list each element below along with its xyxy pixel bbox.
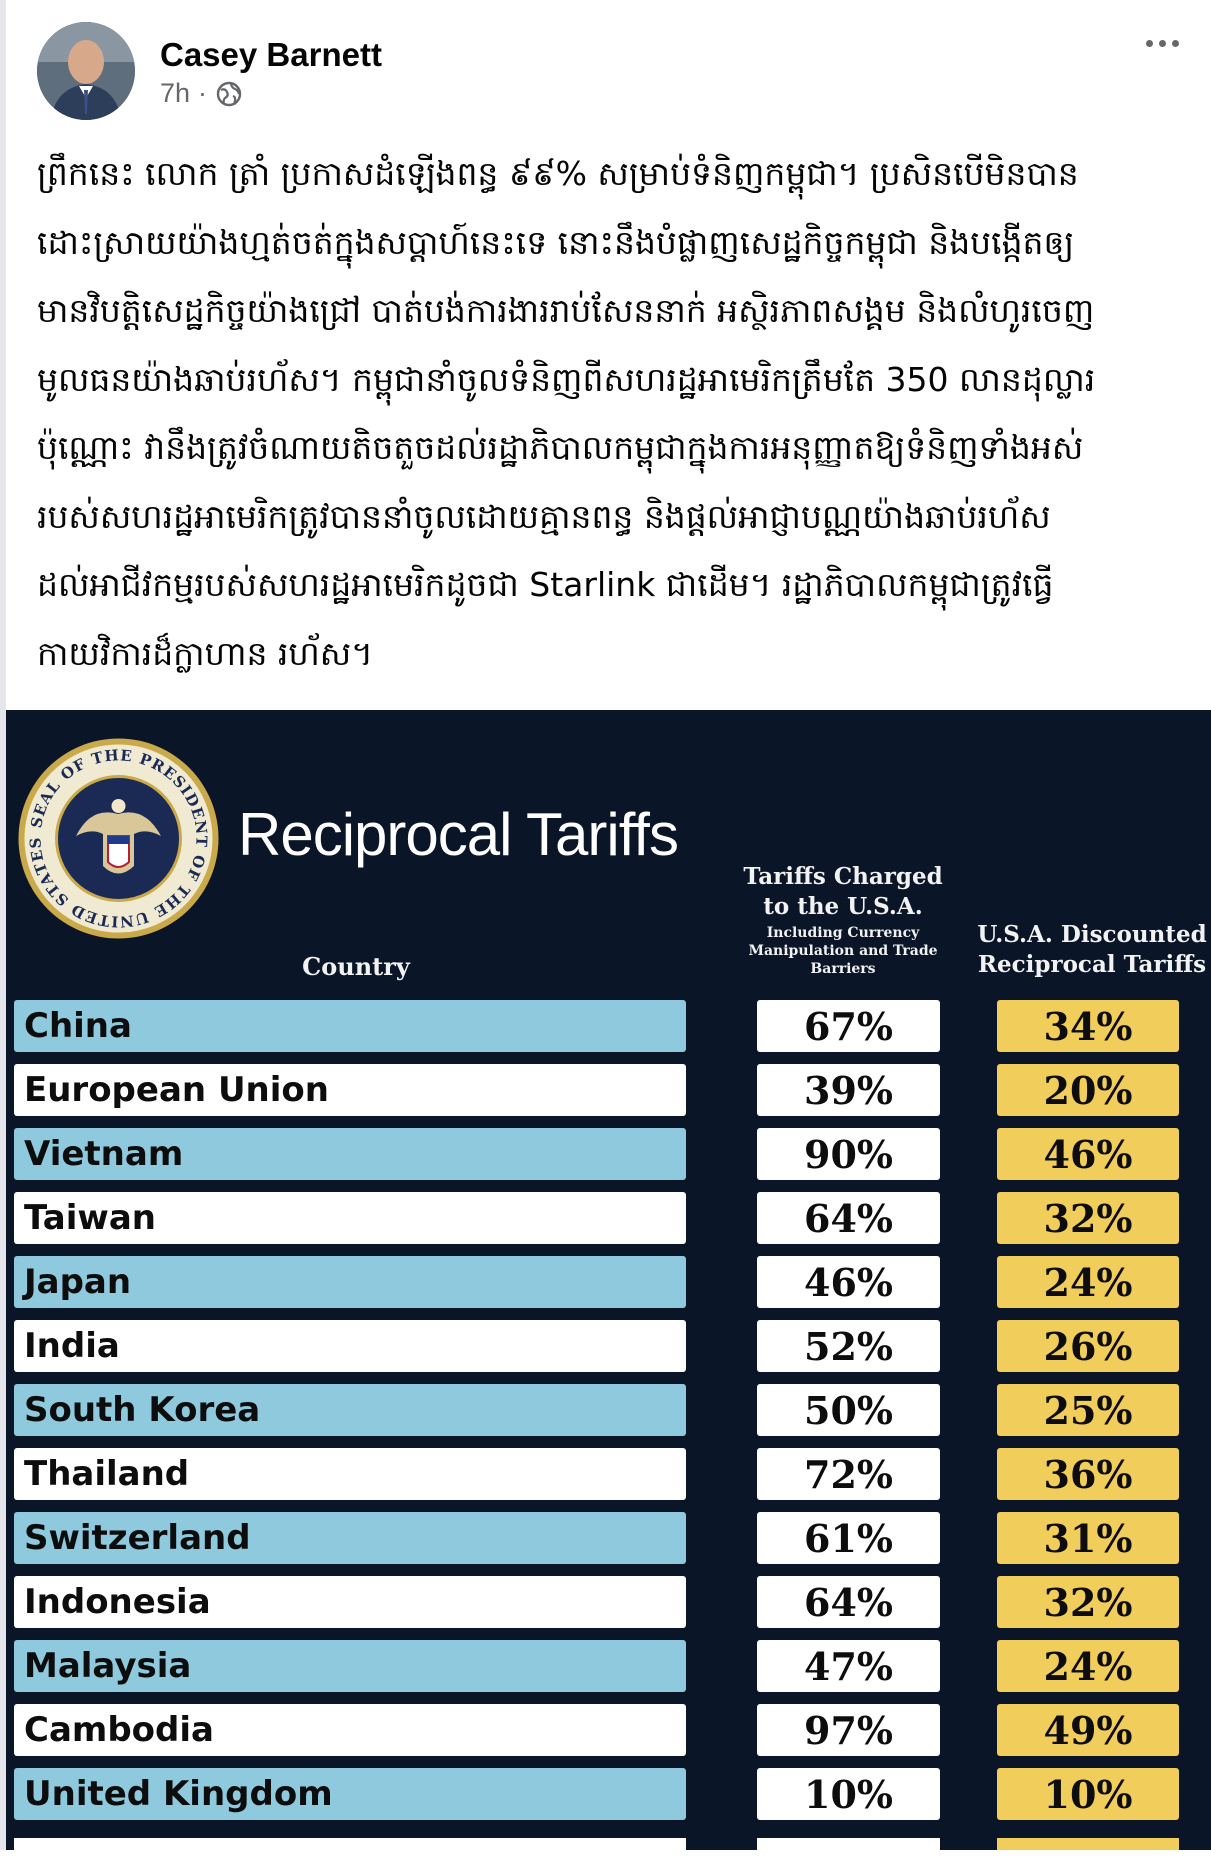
author-avatar[interactable]	[37, 22, 135, 120]
table-row: Indonesia 64% 32%	[6, 1576, 1211, 1630]
dot	[1145, 39, 1153, 47]
tariff-charged-cell: 52%	[757, 1320, 940, 1372]
discounted-tariff-cell: 36%	[997, 1448, 1179, 1500]
table-row: China 67% 34%	[6, 1000, 1211, 1054]
country-cell: India	[14, 1320, 686, 1372]
discounted-tariff-cell: 46%	[997, 1128, 1179, 1180]
discounted-tariff-cell: 26%	[997, 1320, 1179, 1372]
post-time[interactable]: 7h	[160, 78, 191, 108]
country-cell: United Kingdom	[14, 1768, 686, 1820]
discounted-tariff-cell: 32%	[997, 1576, 1179, 1628]
post-text-line: មានវិបត្តិសេដ្ឋកិច្ចយ៉ាងជ្រៅ បាត់បង់ការង…	[37, 291, 1095, 330]
dot	[1171, 39, 1179, 47]
more-options-icon[interactable]	[1132, 28, 1192, 58]
country-cell: Vietnam	[14, 1128, 686, 1180]
country-cell: Japan	[14, 1256, 686, 1308]
author-name[interactable]: Casey Barnett	[160, 36, 382, 73]
post-meta: 7h ·	[160, 78, 243, 109]
table-row: Cambodia 97% 49%	[6, 1704, 1211, 1758]
discounted-tariff-cell: 34%	[997, 1000, 1179, 1052]
tariff-charged-cell: 64%	[757, 1576, 940, 1628]
presidential-seal-icon: SEAL OF THE PRESIDENT OF THE UNITED STAT…	[18, 738, 219, 939]
column-header-country: Country	[302, 952, 410, 981]
post-text-line: មូលធនយ៉ាងឆាប់រហ័ស។ កម្ពុជានាំចូលទំនិញពីស…	[37, 359, 1096, 399]
post-text-line: របស់សហរដ្ឋអាមេរិកត្រូវបាននាំចូលដោយគ្មានព…	[37, 496, 1051, 536]
table-row: Japan 46% 24%	[6, 1256, 1211, 1310]
tariff-charged-cell: 61%	[757, 1512, 940, 1564]
country-cell: Malaysia	[14, 1640, 686, 1692]
tariff-charged-cell: 90%	[757, 1128, 940, 1180]
cutoff-country-cell	[14, 1838, 686, 1850]
globe-icon[interactable]	[215, 80, 243, 108]
column-header-charged: Tariffs Charged to the U.S.A.	[743, 863, 943, 920]
discounted-tariff-cell: 25%	[997, 1384, 1179, 1436]
country-cell: European Union	[14, 1064, 686, 1116]
discounted-tariff-cell: 31%	[997, 1512, 1179, 1564]
discounted-tariff-cell: 24%	[997, 1256, 1179, 1308]
cutoff-discount-cell	[997, 1838, 1179, 1850]
tariff-charged-cell: 97%	[757, 1704, 940, 1756]
post-image[interactable]: SEAL OF THE PRESIDENT OF THE UNITED STAT…	[6, 710, 1211, 1850]
discounted-tariff-cell: 10%	[997, 1768, 1179, 1820]
tariff-charged-cell: 39%	[757, 1064, 940, 1116]
post-footer-space	[0, 1850, 1211, 1875]
country-cell: Indonesia	[14, 1576, 686, 1628]
table-row: Taiwan 64% 32%	[6, 1192, 1211, 1246]
post-text-line: ប៉ុណ្ណោះ វានឹងត្រូវចំណាយតិចតួចដល់រដ្ឋាភិ…	[37, 428, 1084, 467]
tariff-charged-cell: 64%	[757, 1192, 940, 1244]
tariff-charged-cell: 72%	[757, 1448, 940, 1500]
cutoff-charged-cell	[757, 1838, 940, 1850]
table-row: Thailand 72% 36%	[6, 1448, 1211, 1502]
discounted-tariff-cell: 32%	[997, 1192, 1179, 1244]
tariff-charged-cell: 47%	[757, 1640, 940, 1692]
country-cell: South Korea	[14, 1384, 686, 1436]
discounted-tariff-cell: 49%	[997, 1704, 1179, 1756]
tariff-charged-cell: 10%	[757, 1768, 940, 1820]
table-row: Vietnam 90% 46%	[6, 1128, 1211, 1182]
country-cell: Thailand	[14, 1448, 686, 1500]
discounted-tariff-cell: 20%	[997, 1064, 1179, 1116]
tariff-charged-cell: 50%	[757, 1384, 940, 1436]
tariff-charged-cell: 67%	[757, 1000, 940, 1052]
avatar-photo	[37, 22, 135, 120]
table-row: Malaysia 47% 24%	[6, 1640, 1211, 1694]
post-text: ព្រឹកនេះ លោក ត្រាំ ប្រកាសដំឡើងពន្ធ ៩៩% ស…	[37, 140, 1187, 688]
table-row: European Union 39% 20%	[6, 1064, 1211, 1118]
country-cell: Cambodia	[14, 1704, 686, 1756]
post-text-line: ដល់អាជីវកម្មរបស់សហរដ្ឋអាមេរិកដូចជា Starl…	[37, 565, 1054, 604]
country-cell: Taiwan	[14, 1192, 686, 1244]
table-row-cutoff	[6, 1838, 1211, 1850]
table-row: South Korea 50% 25%	[6, 1384, 1211, 1438]
image-title: Reciprocal Tariffs	[238, 801, 679, 868]
post-text-line: ដោះស្រាយយ៉ាងហ្មត់ចត់ក្នុងសប្តាហ៍នេះទេ នោ…	[37, 222, 1075, 262]
discounted-tariff-cell: 24%	[997, 1640, 1179, 1692]
feed-background-edge	[0, 0, 6, 1875]
tariff-charged-cell: 46%	[757, 1256, 940, 1308]
post-text-line: កាយវិការដ៏ក្លាហាន រហ័ស។	[37, 633, 373, 673]
post-text-line: ព្រឹកនេះ លោក ត្រាំ ប្រកាសដំឡើងពន្ធ ៩៩% ស…	[37, 154, 1079, 193]
meta-separator: ·	[198, 78, 208, 108]
country-cell: China	[14, 1000, 686, 1052]
column-header-charged-subtitle: Including Currency Manipulation and Trad…	[748, 925, 938, 977]
table-row: India 52% 26%	[6, 1320, 1211, 1374]
country-cell: Switzerland	[14, 1512, 686, 1564]
table-row: Switzerland 61% 31%	[6, 1512, 1211, 1566]
table-row: United Kingdom 10% 10%	[6, 1768, 1211, 1822]
column-header-discounted: U.S.A. Discounted Reciprocal Tariffs	[977, 921, 1207, 978]
dot	[1158, 39, 1166, 47]
